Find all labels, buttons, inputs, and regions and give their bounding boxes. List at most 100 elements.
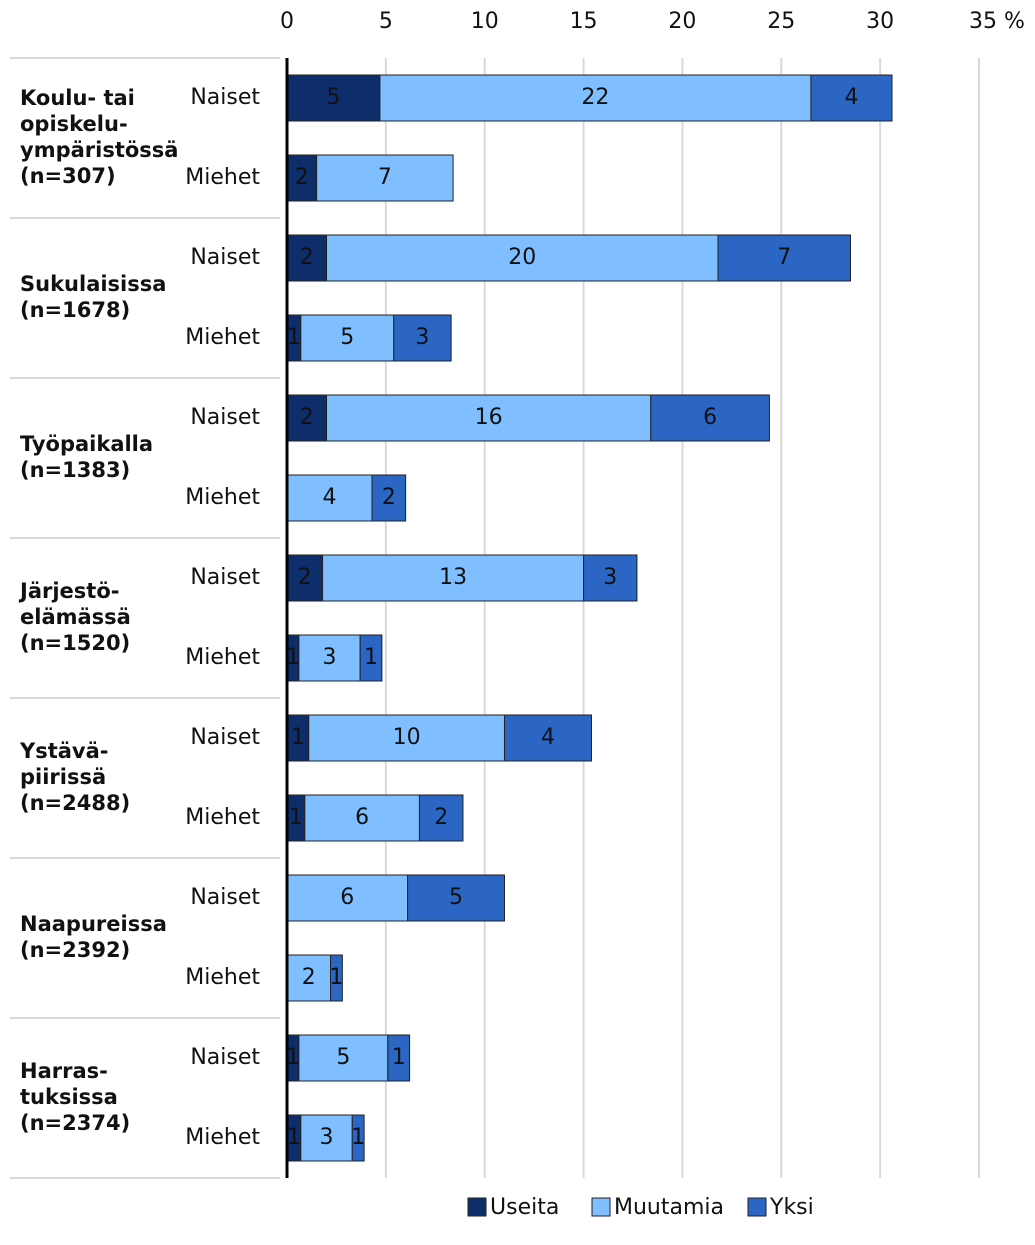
- bar-segment: [351, 1114, 365, 1162]
- value-label: 6: [340, 885, 354, 910]
- value-label: 2: [295, 165, 309, 190]
- bar-segment: [583, 554, 638, 602]
- bar-segment: [322, 554, 585, 602]
- group-label: Sukulaisissa: [20, 272, 166, 296]
- value-label: 2: [298, 565, 312, 590]
- group-label: opiskelu-: [20, 112, 128, 136]
- group-label: tuksissa: [20, 1085, 118, 1109]
- category-label: Naiset: [190, 85, 260, 110]
- legend-swatch: [467, 1197, 487, 1217]
- bar-segment: [286, 154, 318, 202]
- group-label: (n=2392): [20, 938, 130, 962]
- bar-segment: [359, 634, 383, 682]
- group-label: piirissä: [20, 765, 106, 789]
- x-tick-label: 10: [471, 9, 499, 34]
- category-label: Naiset: [190, 1045, 260, 1070]
- value-label: 5: [340, 325, 354, 350]
- x-tick-label: 20: [668, 9, 696, 34]
- x-tick-label: 30: [866, 9, 894, 34]
- category-label: Naiset: [190, 405, 260, 430]
- bar-segment: [286, 874, 409, 922]
- bar-segment: [810, 74, 893, 122]
- x-tick-label: 35 %: [969, 9, 1025, 34]
- value-label: 7: [378, 165, 392, 190]
- value-label: 2: [434, 805, 448, 830]
- value-label: 4: [323, 485, 337, 510]
- bar-segment: [326, 234, 719, 282]
- group-label: Työpaikalla: [20, 432, 153, 456]
- bar-segment: [326, 394, 652, 442]
- value-label: 1: [286, 645, 300, 670]
- bar-segment: [503, 714, 592, 762]
- bar-segment: [329, 954, 343, 1002]
- category-label: Miehet: [185, 325, 260, 350]
- value-label: 3: [603, 565, 617, 590]
- bar-segment: [298, 1034, 389, 1082]
- group-label: (n=1678): [20, 298, 130, 322]
- legend-label: Muutamia: [614, 1195, 724, 1220]
- bar-segment: [418, 794, 464, 842]
- group-label: Järjestö-: [18, 579, 119, 603]
- legend-swatch: [591, 1197, 611, 1217]
- group-label: (n=2488): [20, 791, 130, 815]
- value-label: 1: [287, 325, 301, 350]
- value-label: 1: [329, 965, 343, 990]
- bar-segment: [387, 1034, 411, 1082]
- group-label: (n=2374): [20, 1111, 130, 1135]
- bar-segment: [286, 554, 324, 602]
- bar-segment: [717, 234, 851, 282]
- category-label: Miehet: [185, 965, 260, 990]
- value-label: 6: [355, 805, 369, 830]
- category-label: Miehet: [185, 645, 260, 670]
- bar-segment: [393, 314, 452, 362]
- legend-swatch: [747, 1197, 767, 1217]
- group-label: elämässä: [20, 605, 131, 629]
- value-label: 1: [286, 1045, 300, 1070]
- value-label: 1: [287, 1125, 301, 1150]
- bar-segment: [316, 154, 454, 202]
- value-label: 13: [439, 565, 467, 590]
- category-label: Miehet: [185, 805, 260, 830]
- value-label: 10: [393, 725, 421, 750]
- value-label: 1: [289, 805, 303, 830]
- value-label: 4: [844, 85, 858, 110]
- value-label: 4: [541, 725, 555, 750]
- bar-segment: [286, 234, 328, 282]
- value-label: 6: [703, 405, 717, 430]
- category-label: Naiset: [190, 725, 260, 750]
- value-label: 1: [291, 725, 305, 750]
- group-label: (n=1383): [20, 458, 130, 482]
- value-label: 16: [475, 405, 503, 430]
- category-label: Naiset: [190, 885, 260, 910]
- group-label: (n=307): [20, 164, 116, 188]
- bar-segment: [650, 394, 770, 442]
- value-label: 7: [777, 245, 791, 270]
- value-label: 5: [336, 1045, 350, 1070]
- group-label: Harras-: [20, 1059, 108, 1083]
- value-label: 3: [320, 1125, 334, 1150]
- group-label: Koulu- tai: [20, 86, 135, 110]
- category-label: Naiset: [190, 565, 260, 590]
- value-label: 1: [351, 1125, 365, 1150]
- value-label: 3: [415, 325, 429, 350]
- group-label: ympäristössä: [20, 138, 178, 162]
- value-label: 2: [302, 965, 316, 990]
- legend-label: Yksi: [769, 1195, 814, 1220]
- x-tick-label: 5: [379, 9, 393, 34]
- value-label: 2: [382, 485, 396, 510]
- bar-segment: [300, 1114, 353, 1162]
- group-label: Ystävä-: [19, 739, 109, 763]
- category-label: Naiset: [190, 245, 260, 270]
- value-label: 1: [364, 645, 378, 670]
- value-label: 5: [326, 85, 340, 110]
- bar-segment: [304, 794, 420, 842]
- value-label: 2: [300, 245, 314, 270]
- category-label: Miehet: [185, 1125, 260, 1150]
- value-label: 5: [449, 885, 463, 910]
- value-label: 22: [581, 85, 609, 110]
- legend-label: Useita: [490, 1195, 559, 1220]
- x-tick-label: 15: [570, 9, 598, 34]
- x-tick-label: 25: [767, 9, 795, 34]
- value-label: 1: [392, 1045, 406, 1070]
